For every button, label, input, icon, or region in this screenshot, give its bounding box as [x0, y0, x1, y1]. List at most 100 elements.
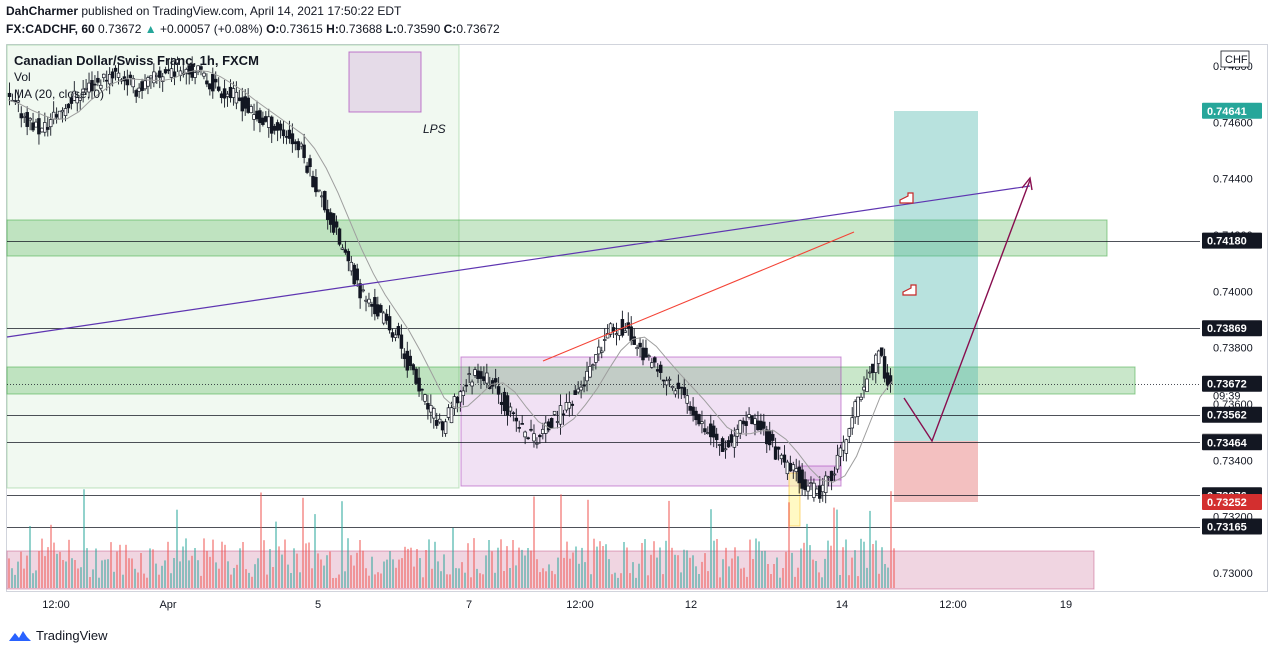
- candle-body: [711, 425, 716, 438]
- candle-body: [231, 88, 236, 98]
- candle-body: [555, 421, 560, 423]
- volume-bar: [26, 555, 28, 588]
- candle-body: [667, 378, 672, 381]
- volume-bar: [188, 560, 190, 588]
- candle-body: [647, 355, 651, 358]
- volume-bar: [725, 547, 727, 588]
- candle-body: [146, 77, 150, 87]
- volume-bar: [410, 547, 412, 588]
- volume-bar: [23, 568, 25, 588]
- candle-body: [570, 403, 575, 406]
- volume-bar: [590, 574, 592, 588]
- candle-body: [434, 419, 439, 426]
- volume-bar: [827, 540, 829, 588]
- volume-bar: [437, 561, 439, 588]
- candle-body: [116, 72, 121, 78]
- volume-bar: [803, 542, 805, 588]
- candle-body: [28, 118, 32, 121]
- candle-body: [676, 382, 681, 390]
- volume-bar: [527, 548, 529, 588]
- volume-bar: [515, 565, 517, 588]
- volume-bar: [464, 572, 466, 588]
- candle-body: [60, 110, 65, 113]
- candle-body: [364, 299, 368, 302]
- volume-bar: [212, 539, 214, 588]
- candle-body: [759, 420, 763, 431]
- candle-body: [81, 88, 85, 93]
- candle-body: [588, 366, 592, 378]
- volume-bar: [521, 549, 523, 588]
- volume-bar: [50, 524, 52, 588]
- volume-bar: [32, 573, 34, 588]
- volume-bar: [695, 566, 697, 588]
- candle-body: [107, 74, 112, 85]
- candle-body: [538, 434, 542, 438]
- candle-body: [670, 386, 675, 389]
- volume-bar: [506, 546, 508, 588]
- volume-bar: [44, 556, 46, 588]
- volume-bar: [110, 542, 112, 588]
- symbol-interval: FX:CADCHF, 60: [6, 22, 95, 36]
- candle-body: [205, 80, 209, 85]
- candle-body: [479, 371, 483, 379]
- volume-bar: [233, 568, 235, 588]
- volume-bar: [419, 558, 421, 588]
- candle-body: [255, 110, 259, 120]
- volume-bar: [518, 547, 520, 588]
- tradingview-footer[interactable]: TradingView: [8, 628, 108, 643]
- candle-body: [48, 119, 53, 128]
- candle-body: [617, 329, 622, 336]
- price-label: 0.73672: [1207, 379, 1247, 391]
- author-name[interactable]: DahCharmer: [6, 4, 79, 18]
- volume-bar: [149, 548, 151, 588]
- chart-pane[interactable]: [6, 44, 1268, 592]
- trendline-blue[interactable]: [6, 185, 1031, 338]
- candle-body: [823, 475, 828, 493]
- candle-body: [493, 378, 498, 383]
- volume-bar: [761, 551, 763, 588]
- candle-body: [859, 396, 863, 400]
- volume-bar: [308, 542, 310, 588]
- candle-body: [234, 91, 239, 104]
- volume-bar: [191, 555, 193, 588]
- candle-body: [756, 420, 760, 431]
- candle-body: [46, 127, 50, 130]
- candle-body: [131, 78, 135, 88]
- candle-body: [655, 369, 660, 372]
- volume-bar: [101, 560, 103, 588]
- trendline-red[interactable]: [542, 231, 855, 362]
- volume-bar: [716, 539, 718, 588]
- candle-body: [697, 414, 701, 425]
- candle-body: [779, 454, 784, 460]
- candle-body: [623, 330, 628, 333]
- candle-body: [832, 473, 837, 476]
- candle-body: [302, 144, 306, 158]
- volume-bar: [230, 574, 232, 588]
- candle-body: [594, 354, 598, 363]
- candle-body: [278, 123, 283, 131]
- candle-body: [57, 110, 62, 120]
- volume-bar: [710, 509, 712, 588]
- candle-body: [812, 482, 816, 498]
- volume-bar: [557, 557, 559, 588]
- candle-body: [158, 70, 162, 78]
- candle-body: [390, 332, 395, 338]
- volume-bar: [116, 551, 118, 588]
- volume-bar: [818, 572, 820, 588]
- candle-body: [402, 353, 407, 360]
- volume-bar: [563, 557, 565, 588]
- volume-bar: [251, 576, 253, 588]
- up-arrow-icon: ▲: [144, 22, 157, 36]
- volume-bar: [95, 548, 97, 588]
- candle-body: [726, 440, 731, 448]
- candle-body: [882, 356, 887, 379]
- candle-body: [343, 249, 348, 253]
- currency-box[interactable]: [1220, 50, 1250, 68]
- volume-bar: [332, 578, 334, 588]
- projection-path[interactable]: [903, 179, 1031, 443]
- volume-bar: [578, 563, 580, 588]
- candle-body: [541, 428, 545, 434]
- volume-bar: [77, 568, 79, 588]
- volume-bar: [785, 551, 787, 588]
